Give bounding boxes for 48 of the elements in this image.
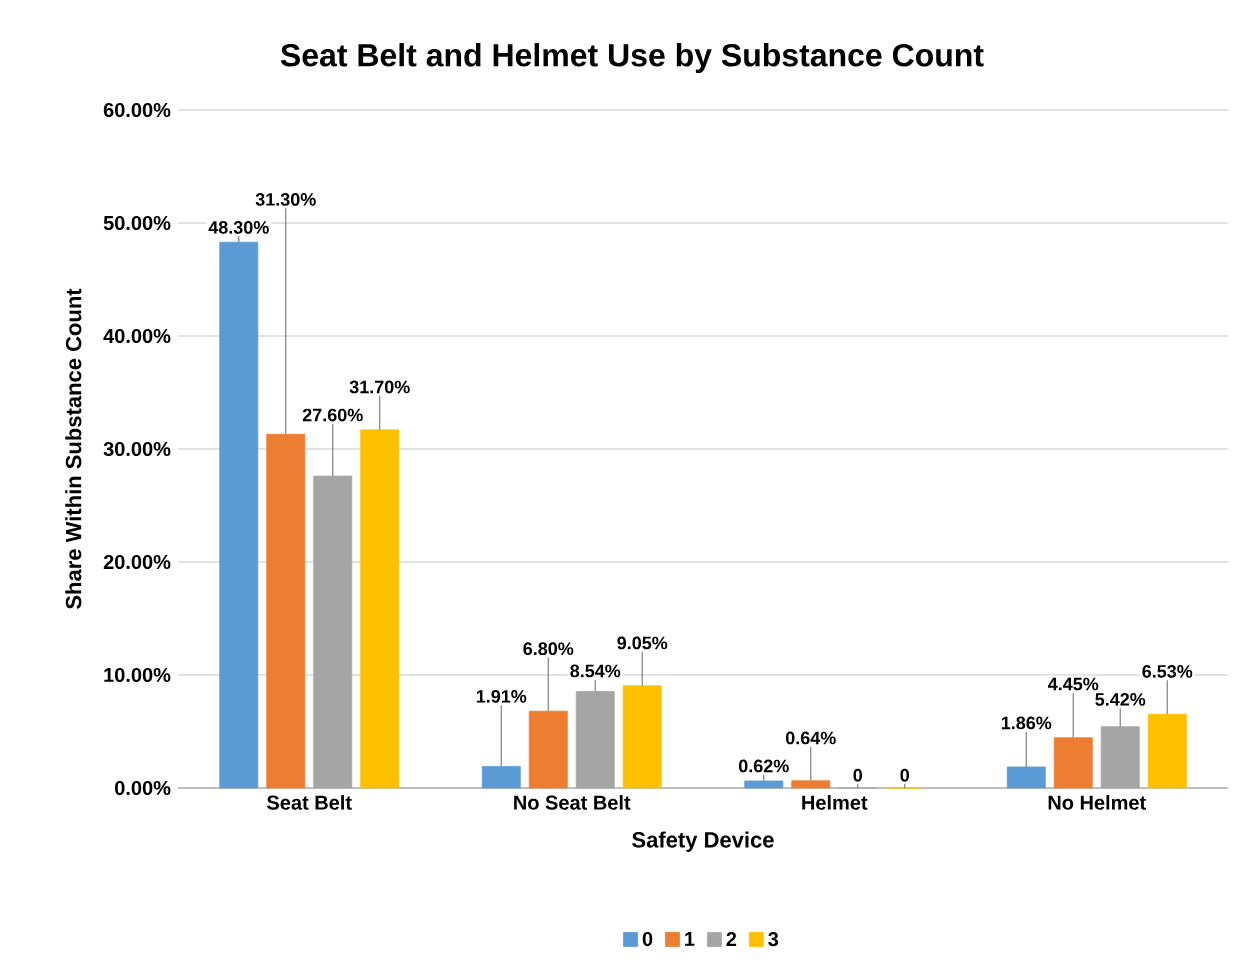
x-tick-label: No Helmet: [1048, 795, 1146, 810]
data-label: 6.53%: [1142, 665, 1193, 678]
bar: [313, 475, 353, 789]
bar: [622, 685, 662, 789]
data-label: 8.54%: [570, 664, 621, 678]
y-tick-label: 0.00%: [115, 780, 171, 796]
y-tick-label: 10.00%: [104, 667, 171, 683]
bar: [1006, 766, 1046, 789]
bar: [266, 433, 306, 789]
bar: [1100, 726, 1140, 789]
y-tick-label: 30.00%: [103, 441, 171, 457]
data-label: 0: [853, 768, 863, 782]
x-tick-label: Helmet: [802, 795, 868, 810]
bar: [791, 780, 831, 789]
bar: [360, 429, 400, 789]
y-tick-label: 60.00%: [103, 102, 171, 118]
legend-label: 2: [726, 931, 737, 946]
bar: [219, 241, 259, 789]
data-label: 0.64%: [785, 731, 836, 745]
data-label: 1.86%: [1001, 716, 1052, 730]
y-tick-label: 20.00%: [103, 554, 171, 570]
data-label: 31.70%: [349, 380, 410, 394]
data-label: 0.62%: [738, 759, 789, 773]
bar: [481, 766, 521, 789]
data-label: 4.45%: [1048, 677, 1099, 691]
data-label: 6.80%: [523, 642, 574, 656]
data-label: 48.30%: [208, 221, 269, 234]
data-label: 1.91%: [476, 689, 527, 703]
bar: [528, 710, 568, 789]
legend-label: 3: [768, 931, 779, 947]
x-axis-title: Safety Device: [632, 831, 774, 852]
bar: [1053, 737, 1093, 789]
x-tick-label: No Seat Belt: [514, 795, 631, 810]
data-label: 5.42%: [1095, 693, 1146, 706]
legend-label: 1: [685, 932, 695, 946]
data-label: 27.60%: [302, 408, 363, 422]
y-tick-label: 50.00%: [103, 215, 171, 231]
data-label: 9.05%: [617, 636, 668, 650]
data-label: 31.30%: [255, 193, 316, 206]
y-tick-label: 40.00%: [103, 328, 171, 344]
x-tick-label: Seat Belt: [267, 795, 352, 810]
bar: [1147, 713, 1187, 789]
chart-title: Seat Belt and Helmet Use by Substance Count: [280, 43, 984, 73]
bar: [575, 691, 615, 789]
legend-label: 0: [642, 931, 653, 947]
bar: [744, 780, 784, 789]
y-axis-title: Share Within Substance Count: [65, 288, 82, 609]
data-label: 0: [900, 768, 910, 782]
